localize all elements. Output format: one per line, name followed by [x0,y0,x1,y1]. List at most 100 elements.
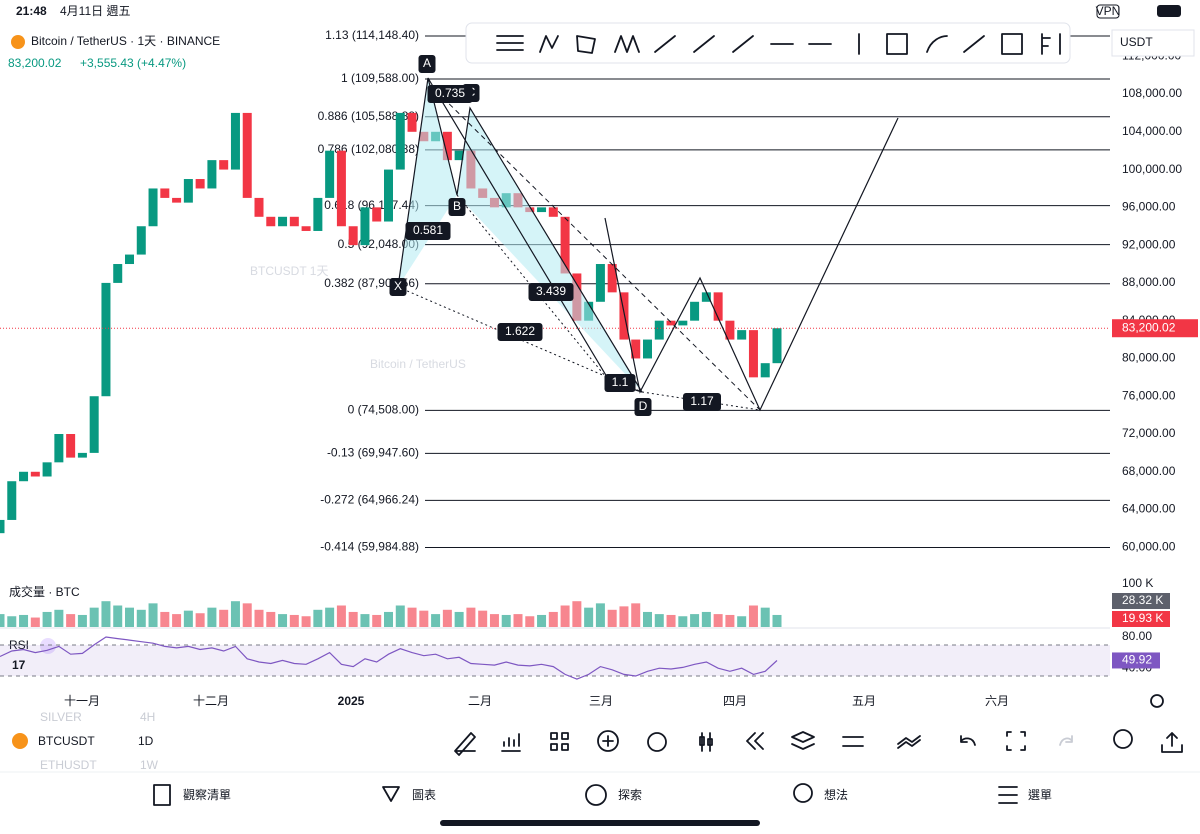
x-tick-label: 十二月 [193,694,229,708]
tool-icon[interactable] [963,35,985,53]
volume-bar [278,614,288,627]
candle-body [219,160,229,170]
tab-label[interactable]: 圖表 [412,788,436,802]
x-tick-label: 2025 [338,694,365,708]
rsi-icon[interactable] [40,638,56,654]
volume-bar [266,611,276,627]
settings-icon[interactable] [1150,694,1164,708]
volume-title: 成交量 · BTC [9,584,80,599]
pattern-label: 1.622 [505,324,535,338]
tab-label[interactable]: 探索 [618,787,642,802]
volume-bar [77,614,87,627]
candle-body [560,216,570,274]
pattern-label-box [683,393,721,411]
candle-body [713,292,723,321]
volume-bar [513,614,523,627]
currency[interactable]: USDT [1120,35,1153,49]
tool-button[interactable] [501,733,521,752]
redo[interactable] [1059,735,1073,746]
tool-icon[interactable] [693,35,715,53]
tool-button[interactable] [550,732,569,751]
header-change: +3,555.43 (+4.47%) [80,56,186,70]
volume-bar [654,614,664,627]
y-tick-label: 100,000.00 [1122,162,1182,176]
tab-icon[interactable] [793,783,813,803]
tab-icon[interactable] [998,786,1018,804]
tab-icon[interactable] [382,786,400,802]
fib-label: 1 (109,588.00) [341,71,419,85]
volume-bar [219,609,229,627]
tool-button[interactable] [842,736,864,747]
tool-icon[interactable] [614,35,640,53]
interval-faded[interactable]: 1W [140,758,159,772]
fib-label: -0.272 (64,966.24) [320,493,419,507]
candle-body [278,216,288,227]
x-tick-label: 三月 [589,694,613,708]
volume-bar [466,607,476,627]
candle-body [701,292,711,302]
currency-box[interactable] [1111,29,1195,57]
candle-body [77,452,87,458]
tool-icon[interactable] [1041,33,1061,55]
tool-icon[interactable] [732,35,754,53]
interval[interactable]: 1D [138,734,154,748]
tool-icon[interactable] [1001,33,1023,55]
candle-body [454,150,464,161]
tab-icon[interactable] [585,784,607,806]
volume-bar [254,609,264,627]
tool-icon[interactable] [886,33,908,55]
symbol-faded[interactable]: ETHUSDT [40,758,97,772]
volume-bar [560,605,570,627]
candle-body [89,396,99,453]
y-tick-label: 76,000.00 [1122,388,1176,402]
candle-body [348,226,358,246]
tool-icon[interactable] [926,35,948,53]
tool-icon[interactable] [576,35,596,54]
candle-body [30,471,40,477]
tab-label[interactable]: 選單 [1028,788,1052,802]
vpn-badge [1096,4,1120,19]
tool-button[interactable] [454,732,476,756]
tool-button[interactable] [897,735,921,749]
tool-icon[interactable] [496,35,524,51]
tool-icon[interactable] [654,35,676,53]
symbol[interactable]: BTCUSDT [38,734,95,748]
tab-icon[interactable] [153,784,171,806]
pattern-label-box [528,283,574,301]
tool-button[interactable] [597,730,619,752]
x-tick-label: 二月 [468,694,492,708]
tool-button[interactable] [746,732,764,750]
tool-icon[interactable] [539,35,559,53]
tool-button[interactable] [647,732,667,752]
volume-bar [725,614,735,627]
y-tick-label: 108,000.00 [1122,86,1182,100]
tab-label[interactable]: 想法 [824,787,848,802]
volume-bar [548,611,558,627]
volume-bar [89,607,99,627]
pattern-label-box [405,222,451,240]
interval-faded[interactable]: 4H [140,710,155,724]
volume-bar [419,610,429,627]
share-button[interactable] [1161,732,1183,753]
ideas-button[interactable] [1113,729,1133,749]
y-tick-label: 96,000.00 [1122,200,1176,214]
rsi-line [0,636,778,680]
price-pane: 1.13 (114,148.40) 1 (109,588.00) 0.886 (10… [0,28,1198,554]
candle-body [195,179,205,189]
candle-body [207,160,217,189]
candle-body [148,188,158,227]
tool-button[interactable] [699,732,713,752]
symbol-faded[interactable]: SILVER [40,710,82,724]
candle-body [748,330,758,378]
tool-button[interactable] [791,731,815,750]
symbol-title[interactable]: Bitcoin / TetherUS · 1天 · BINANCE [31,34,220,48]
volume-bar [713,614,723,627]
volume-pane: 100 K 28.32 K 19.93 K [0,576,1170,627]
rsi-last-box [1112,652,1160,669]
undo[interactable] [960,735,976,746]
candle-body [160,188,170,198]
tab-label[interactable]: 觀察清單 [183,788,231,802]
fullscreen[interactable] [1006,731,1026,751]
header-price: 83,200.02 [8,56,62,70]
